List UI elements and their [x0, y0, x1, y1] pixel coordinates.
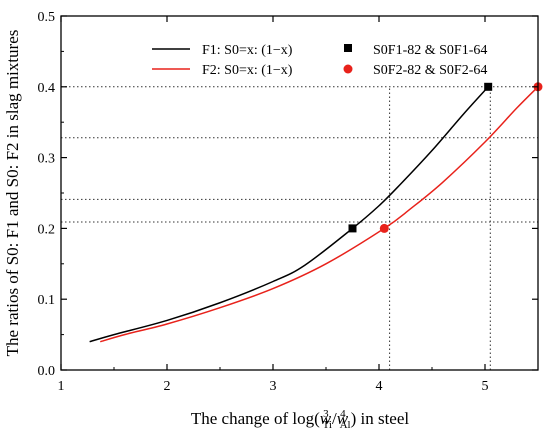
marker-square-2-0	[348, 224, 357, 233]
curves	[89, 86, 539, 343]
y-tick-label-0: 0.0	[38, 364, 56, 379]
y-tick-label-3: 0.3	[38, 152, 56, 167]
legend: F1: S0=x: (1−x) F2: S0=x: (1−x) S0F1-82 …	[152, 43, 487, 78]
series-line-1	[100, 86, 539, 343]
x-tick-label-0: 1	[58, 379, 65, 394]
reference-lines	[61, 86, 538, 370]
legend-marker-s0f2	[343, 64, 353, 74]
x-tick-label-4: 5	[482, 379, 489, 394]
x-tick-label-1: 2	[164, 379, 171, 394]
x-axis-title: The change of log(w3 Ti/w4 Al) in steel	[191, 408, 410, 431]
legend-marker-s0f1	[344, 44, 352, 52]
series-line-0	[89, 86, 489, 343]
x-tick-label-3: 4	[376, 379, 383, 394]
legend-label-s0f2: S0F2-82 & S0F2-64	[373, 63, 487, 78]
legend-label-f2: F2: S0=x: (1−x)	[202, 63, 293, 78]
marker-circle-3-0	[379, 223, 389, 233]
y-tick-label-5: 0.5	[38, 10, 56, 25]
y-axis-title: The ratios of S0: F1 and S0: F2 in slag …	[3, 30, 22, 357]
y-tick-label-2: 0.2	[38, 222, 56, 237]
marker-square-2-1	[484, 82, 493, 91]
legend-label-f1: F1: S0=x: (1−x)	[202, 43, 293, 58]
legend-label-s0f1: S0F1-82 & S0F1-64	[373, 43, 487, 58]
x-axis-ticks: 1 2 3 4 5	[58, 16, 489, 394]
y-tick-label-1: 0.1	[38, 293, 56, 308]
y-axis-ticks: 0.0 0.1 0.2 0.3 0.4 0.5	[38, 10, 538, 379]
x-tick-label-2: 3	[270, 379, 277, 394]
data-markers	[348, 82, 543, 233]
y-tick-label-4: 0.4	[38, 81, 56, 96]
